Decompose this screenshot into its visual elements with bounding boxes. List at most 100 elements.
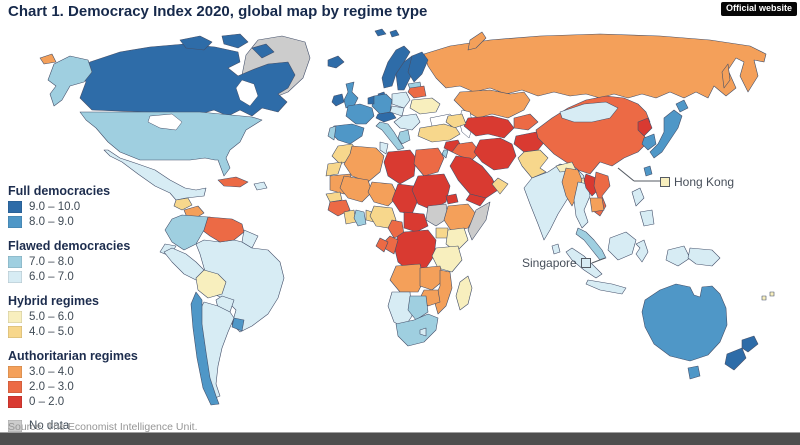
region-iceland [327,55,345,69]
region-guyanas [241,229,259,249]
region-venezuela [201,216,245,243]
region-guatemala [173,197,193,211]
region-saudi-arabia [449,155,499,199]
legend-range-label: 2.0 – 3.0 [29,380,74,393]
region-finland [407,51,429,83]
region-lesotho [419,327,427,337]
region-colombia [164,214,209,251]
region-somalia [467,201,491,241]
region-novaya-zemlya [467,31,487,51]
region-kenya [445,227,469,253]
region-chukotka [39,53,57,65]
region-romania-bulgaria [393,113,421,131]
region-mali [339,175,373,203]
region-sri-lanka [551,243,561,255]
region-egypt [413,147,445,177]
legend-item: 2.0 – 3.0 [8,379,143,394]
legend-group: Flawed democracies 7.0 – 8.0 6.0 – 7.0 [8,238,143,284]
legend-group: Hybrid regimes 5.0 – 6.0 4.0 – 5.0 [8,293,143,339]
region-iran [473,137,517,171]
great-lakes [147,113,183,131]
legend-item: 5.0 – 6.0 [8,309,143,324]
region-south-africa [395,313,439,347]
legend-swatch [8,419,22,432]
region-peru [163,247,205,281]
region-libya [383,149,417,185]
legend-range-label: 8.0 – 9.0 [29,215,74,228]
region-philippines-mindanao [639,209,655,227]
legend-group-title: Authoritarian regimes [8,349,138,363]
region-bolivia [195,269,227,299]
region-kazakhstan [453,89,531,119]
region-congo [383,235,399,255]
region-central-african-republic [403,211,429,233]
legend-item: 3.0 – 4.0 [8,364,143,379]
region-arctic-island [179,35,213,51]
region-yemen [465,193,487,207]
legend-range-label: 5.0 – 6.0 [29,310,74,323]
region-south-sudan [425,203,449,227]
region-caucasus [445,113,467,129]
legend-group: No data [8,418,143,433]
legend-swatch [8,365,22,378]
legend-group-title: Flawed democracies [8,239,131,253]
region-pakistan [517,149,549,179]
hong-kong-marker-box [660,177,670,187]
region-usa [79,111,263,177]
singapore-callout: Singapore [522,256,591,270]
region-ethiopia [443,203,477,233]
legend-range-label: No data [29,419,70,432]
region-tunisia [379,141,389,155]
region-new-zealand-south [724,347,747,371]
region-north-korea [637,117,653,137]
legend-range-label: 6.0 – 7.0 [29,270,74,283]
region-oman [491,177,509,195]
region-angola [389,263,425,293]
region-israel [441,149,449,159]
region-sulawesi [635,239,649,263]
singapore-label: Singapore [522,256,577,270]
region-madagascar [455,275,473,311]
legend-range-label: 0 – 2.0 [29,395,65,408]
region-sakhalin [721,63,731,89]
region-new-zealand-north [741,335,759,353]
region-turkey [417,123,461,143]
region-cambodia [589,197,605,213]
region-japan-hokkaido [675,99,689,113]
region-uk [343,81,359,109]
legend-swatch [8,380,22,393]
region-uruguay [231,317,245,332]
region-uganda [435,227,449,239]
region-cuba [217,176,249,188]
legend-item: 0 – 2.0 [8,394,143,409]
region-mongolia [559,101,619,123]
legend-swatch [8,255,22,268]
legend-item: No data [8,418,143,433]
video-progress-bar[interactable] [0,432,800,445]
legend-item: 4.0 – 5.0 [8,324,143,339]
legend-item: 7.0 – 8.0 [8,254,143,269]
region-eritrea [445,193,459,205]
legend-range-label: 3.0 – 4.0 [29,365,74,378]
legend-group: Authoritarian regimes 3.0 – 4.0 2.0 – 3.0 0… [8,348,143,409]
region-mexico [103,149,207,201]
region-hispaniola [253,181,268,191]
region-australia [641,283,728,362]
page-title: Chart 1. Democracy Index 2020, global ma… [8,3,428,20]
legend-group-title: Hybrid regimes [8,294,100,308]
singapore-leader-line [591,257,606,264]
region-alaska [47,55,93,107]
hong-kong-leader-line [617,167,635,182]
legend: Full democracies 9.0 – 10.0 8.0 – 9.0 Flawe… [8,183,143,442]
region-botswana [407,295,429,321]
source-caption: Source: The Economist Intelligence Unit. [8,421,198,433]
hong-kong-callout: Hong Kong [660,175,734,189]
region-ukraine [409,97,441,115]
region-western-sahara [325,161,343,177]
region-poland [391,91,411,109]
official-website-badge[interactable]: Official website [720,2,797,16]
legend-swatch [8,325,22,338]
region-greece [397,129,411,145]
region-uzbekistan-turkmenistan [463,115,515,139]
